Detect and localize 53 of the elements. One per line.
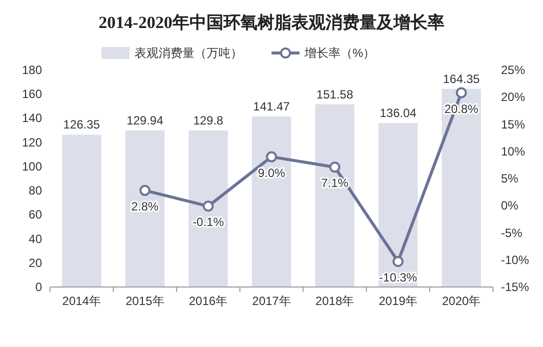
bar [252, 116, 292, 287]
y-tick-label: 60 [28, 208, 42, 222]
legend-label: 表观消费量（万吨） [134, 46, 242, 60]
chart-title: 2014-2020年中国环氧树脂表观消费量及增长率 [98, 13, 444, 32]
y2-tick-label: 20% [501, 90, 526, 104]
y-tick-label: 160 [22, 87, 42, 102]
y2-tick-label: -15% [501, 280, 530, 294]
bar [378, 122, 418, 287]
y-tick-label: 120 [22, 135, 42, 150]
y-tick-label: 80 [28, 184, 42, 198]
data-label: 9.0% [258, 166, 286, 180]
x-tick-label: 2020年 [442, 294, 481, 308]
y2-tick-label: 15% [501, 117, 526, 132]
point [139, 184, 150, 196]
y2-tick-label: 0% [501, 198, 519, 213]
data-label: 136.04 [380, 106, 417, 120]
point [392, 256, 404, 268]
y-tick-label: 100 [22, 159, 42, 174]
x-tick-label: 2017年 [252, 294, 291, 308]
data-label: 126.35 [63, 118, 100, 132]
bar [315, 104, 354, 287]
x-tick-label: 2019年 [378, 294, 418, 308]
data-label: 151.58 [316, 87, 354, 102]
data-label: 141.47 [253, 99, 290, 114]
data-label: 164.35 [443, 72, 480, 86]
data-label: 129.8 [193, 114, 224, 128]
data-label: 2.8% [131, 199, 159, 214]
bar [188, 130, 228, 287]
bar [442, 88, 481, 287]
bar [62, 134, 102, 287]
x-tick-label: 2015年 [126, 294, 164, 308]
y-tick-label: 20 [28, 256, 42, 270]
y2-tick-label: 25% [501, 63, 526, 77]
x-tick-label: 2018年 [315, 294, 354, 308]
legend-label: 增长率（%） [304, 46, 376, 60]
y2-tick-label: -10% [501, 252, 530, 267]
y2-tick-label: -5% [501, 226, 523, 240]
point [266, 151, 277, 162]
y-tick-label: 140 [22, 111, 42, 126]
point [456, 87, 467, 98]
x-tick-label: 2016年 [188, 294, 228, 308]
y-tick-label: 40 [28, 232, 42, 246]
y2-tick-label: 10% [501, 144, 526, 158]
y-tick-label: 0 [35, 280, 42, 294]
x-tick-label: 2014年 [62, 294, 101, 308]
data-label: -0.1% [192, 215, 224, 230]
point [202, 200, 214, 212]
point [329, 162, 340, 173]
bar [125, 130, 165, 287]
y-tick-label: 180 [22, 63, 42, 77]
data-label: 129.94 [126, 113, 164, 128]
data-label: -10.3% [379, 270, 418, 285]
y2-tick-label: 5% [501, 172, 519, 186]
